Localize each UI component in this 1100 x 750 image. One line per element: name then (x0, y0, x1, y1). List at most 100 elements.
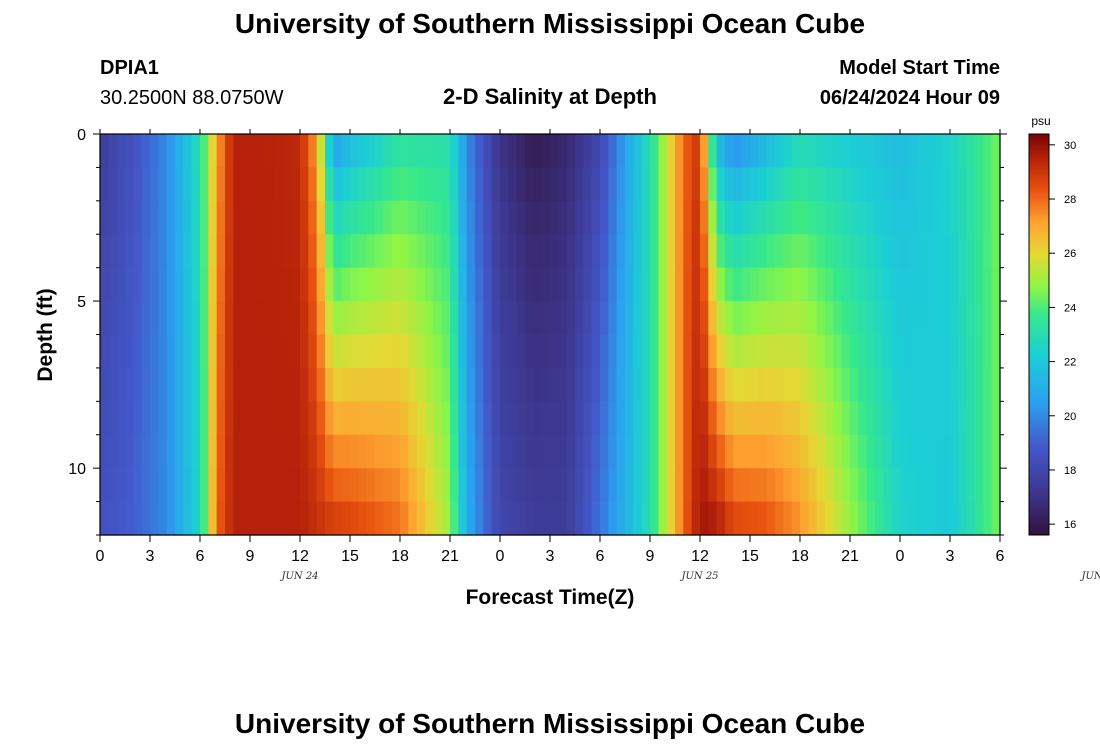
heatmap-cell (916, 200, 926, 235)
heatmap-cell (583, 301, 593, 336)
heatmap-cell (366, 334, 376, 369)
heatmap-cell (991, 434, 1001, 469)
heatmap-cell (183, 434, 193, 469)
heatmap-cell (558, 468, 568, 503)
heatmap-cell (108, 401, 118, 436)
heatmap-cell (458, 434, 468, 469)
heatmap-cell (575, 501, 584, 536)
heatmap-cell (700, 334, 709, 369)
heatmap-cell (300, 468, 309, 503)
x-tick-label: 9 (646, 548, 655, 565)
heatmap-cell (441, 200, 451, 235)
heatmap-cell (208, 301, 218, 336)
heatmap-cell (700, 267, 709, 302)
heatmap-cell (625, 468, 634, 503)
heatmap-cell (191, 301, 201, 336)
heatmap-cell (975, 134, 984, 169)
heatmap-cell (416, 301, 426, 336)
heatmap-cell (166, 401, 176, 436)
heatmap-cell (708, 434, 718, 469)
heatmap-cell (400, 501, 409, 536)
heatmap-cell (516, 267, 526, 302)
heatmap-cell (450, 134, 459, 169)
heatmap-cell (925, 434, 934, 469)
heatmap-cell (125, 267, 134, 302)
heatmap-cell (950, 434, 959, 469)
heatmap-cell (350, 367, 359, 402)
station-coordinates: 30.2500N 88.0750W (100, 87, 284, 109)
heatmap-cell (741, 334, 751, 369)
heatmap-cell (475, 167, 484, 202)
heatmap-cell (550, 401, 559, 436)
heatmap-cell (191, 167, 201, 202)
heatmap-cell (241, 234, 251, 269)
heatmap-cell (533, 334, 543, 369)
heatmap-cell (358, 301, 368, 336)
heatmap-cell (233, 367, 243, 402)
heatmap-cell (516, 401, 526, 436)
heatmap-cell (725, 167, 734, 202)
heatmap-cell (958, 301, 968, 336)
heatmap-cell (858, 234, 868, 269)
heatmap-cell (783, 434, 793, 469)
heatmap-cell (575, 167, 584, 202)
x-tick-label: 18 (791, 548, 809, 565)
heatmap-cell (533, 267, 543, 302)
heatmap-cell (491, 367, 501, 402)
heatmap-cell (425, 267, 434, 302)
heatmap-cell (908, 267, 918, 302)
heatmap-cell (233, 200, 243, 235)
heatmap-cell (433, 367, 443, 402)
heatmap-cell (591, 401, 601, 436)
heatmap-cell (691, 267, 701, 302)
heatmap-cell (866, 401, 876, 436)
x-axis-label: Forecast Time(Z) (466, 586, 635, 609)
heatmap-cell (983, 468, 993, 503)
heatmap-cell (500, 468, 509, 503)
heatmap-cell (333, 401, 343, 436)
heatmap-cell (425, 334, 434, 369)
heatmap-cell (183, 234, 193, 269)
heatmap-cell (666, 401, 676, 436)
heatmap-cell (433, 501, 443, 536)
heatmap-cell (625, 234, 634, 269)
heatmap-cell (558, 234, 568, 269)
heatmap-cell (683, 267, 693, 302)
heatmap-cell (833, 468, 843, 503)
heatmap-cell (733, 334, 743, 369)
heatmap-cell (708, 267, 718, 302)
heatmap-cell (108, 367, 118, 402)
heatmap-cell (216, 468, 226, 503)
heatmap-cell (291, 134, 301, 169)
heatmap-cell (458, 134, 468, 169)
heatmap-cell (525, 434, 534, 469)
heatmap-cell (658, 334, 668, 369)
heatmap-cell (408, 200, 418, 235)
heatmap-cell (841, 267, 851, 302)
heatmap-cell (858, 434, 868, 469)
heatmap-cell (375, 301, 384, 336)
heatmap-cell (533, 434, 543, 469)
heatmap-cell (858, 501, 868, 536)
heatmap-cell (166, 234, 176, 269)
heatmap-cell (466, 200, 476, 235)
heatmap-cell (266, 234, 276, 269)
heatmap-cell (583, 401, 593, 436)
colorbar-tick-label: 24 (1064, 302, 1076, 314)
heatmap-cell (833, 200, 843, 235)
heatmap-cell (350, 401, 359, 436)
y-axis: 0 5 10 (68, 127, 1007, 536)
heatmap-cell (141, 334, 151, 369)
heatmap-cell (316, 434, 326, 469)
heatmap-cell (408, 301, 418, 336)
heatmap-cell (325, 334, 334, 369)
heatmap-cell (800, 367, 809, 402)
heatmap-cell (700, 167, 709, 202)
heatmap-cell (191, 234, 201, 269)
heatmap-cell (975, 367, 984, 402)
heatmap-cell (975, 434, 984, 469)
heatmap-cell (191, 501, 201, 536)
heatmap-cell (941, 367, 951, 402)
heatmap-cell (716, 267, 726, 302)
